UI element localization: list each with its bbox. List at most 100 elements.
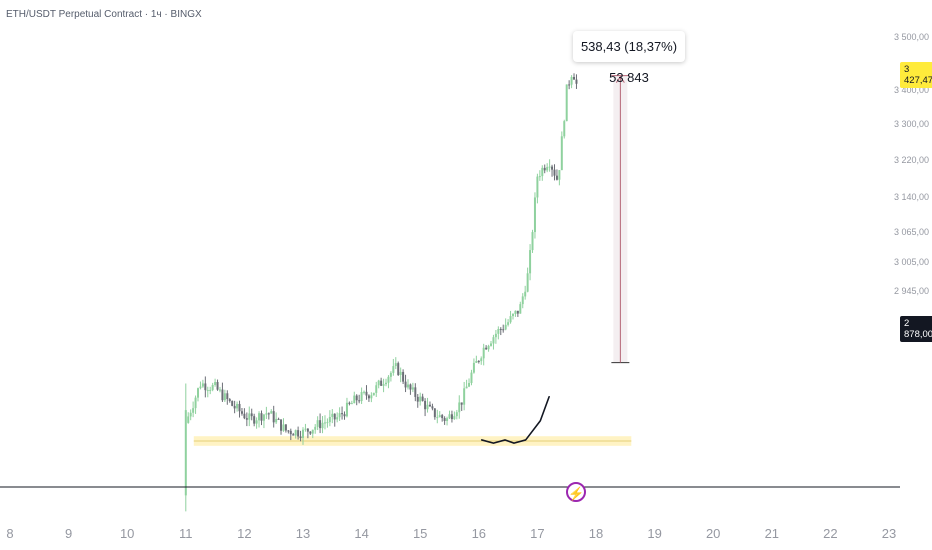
candle-body [524,291,527,297]
x-tick-label: 21 [765,526,779,541]
candle-body [270,411,273,414]
x-tick-label: 18 [589,526,603,541]
candle-body [551,166,554,170]
y-tick-label: 3 005,00 [894,257,929,267]
candle-body [402,371,405,382]
candle-body [555,175,558,180]
candle-body [526,273,529,292]
crosshair-price-tag: 2 878,00 [900,316,932,342]
candle-body [355,395,358,401]
candle-body [470,372,473,384]
candle-body [443,418,446,422]
candle-body [372,392,375,396]
candle-body [421,396,424,401]
candle-body [463,388,466,405]
candle-body [433,408,436,418]
candle-body [245,418,248,420]
y-tick-label: 3 400,00 [894,85,929,95]
candle-body [519,304,522,314]
candle-body [458,402,461,413]
candle-body [573,76,576,80]
x-tick-label: 15 [413,526,427,541]
candle-body [416,396,419,402]
candle-body [533,197,536,233]
candle-body [209,389,212,391]
candle-body [497,329,500,334]
candle-body [387,376,390,383]
x-tick-label: 16 [472,526,486,541]
candle-body [218,389,221,391]
candle-body [499,329,502,331]
candle-body [243,413,246,419]
candle-body [292,434,295,436]
lightning-icon[interactable]: ⚡ [566,482,586,502]
candle-body [541,167,544,177]
candle-body [529,250,532,274]
y-tick-label: 3 300,00 [894,119,929,129]
candle-body [399,371,402,375]
candle-body [477,361,480,363]
candle-body [441,415,444,419]
candle-body [328,416,331,423]
candle-body [482,347,485,359]
candle-body [216,382,219,390]
x-tick-label: 14 [354,526,368,541]
candle-body [236,403,239,409]
candle-body [228,399,231,402]
candle-body [507,322,510,325]
candle-body [323,422,326,424]
candle-body [345,402,348,417]
candle-body [367,395,370,399]
candle-body [485,347,488,350]
candle-body [450,414,453,420]
candle-body [409,384,412,390]
candle-body [331,413,334,417]
candle-body [446,418,449,422]
candle-body [238,403,241,412]
candle-body [184,410,187,496]
candle-body [492,337,495,344]
chart-title: ETH/USDT Perpetual Contract · 1ч · BINGX [6,9,202,20]
candle-body [548,166,551,168]
candles-layer [184,73,578,512]
candle-body [521,296,524,305]
candle-body [350,403,353,405]
candle-body [226,393,229,400]
x-tick-label: 9 [65,526,72,541]
candle-body [255,420,258,424]
x-tick-label: 20 [706,526,720,541]
candle-body [460,402,463,405]
candle-body [240,411,243,414]
candle-body [414,387,417,397]
candle-body [431,406,434,409]
candle-body [306,428,309,432]
y-tick-label: 2 945,00 [894,286,929,296]
candle-body [314,426,317,430]
candle-body [189,412,192,417]
candle-body [475,361,478,363]
candle-body [377,380,380,386]
candle-body [511,313,514,317]
candle-body [468,383,471,387]
candle-body [360,391,363,402]
candle-body [560,136,563,171]
x-tick-label: 22 [823,526,837,541]
candle-body [348,402,351,404]
candle-body [394,363,397,367]
candle-body [258,413,261,421]
candle-body [494,333,497,338]
candle-body [231,401,234,406]
candle-body [333,413,336,420]
candle-body [253,416,256,424]
measure-tooltip: 538,43 (18,37%) 53 843 [573,31,685,85]
candle-body [206,390,209,392]
measure-tool-layer [611,75,630,364]
candle-body [455,412,458,417]
candle-body [277,418,280,420]
candle-body [365,391,368,396]
candle-body [502,329,505,331]
candle-body [487,345,490,350]
y-tick-label: 3 220,00 [894,155,929,165]
candle-body [490,343,493,346]
